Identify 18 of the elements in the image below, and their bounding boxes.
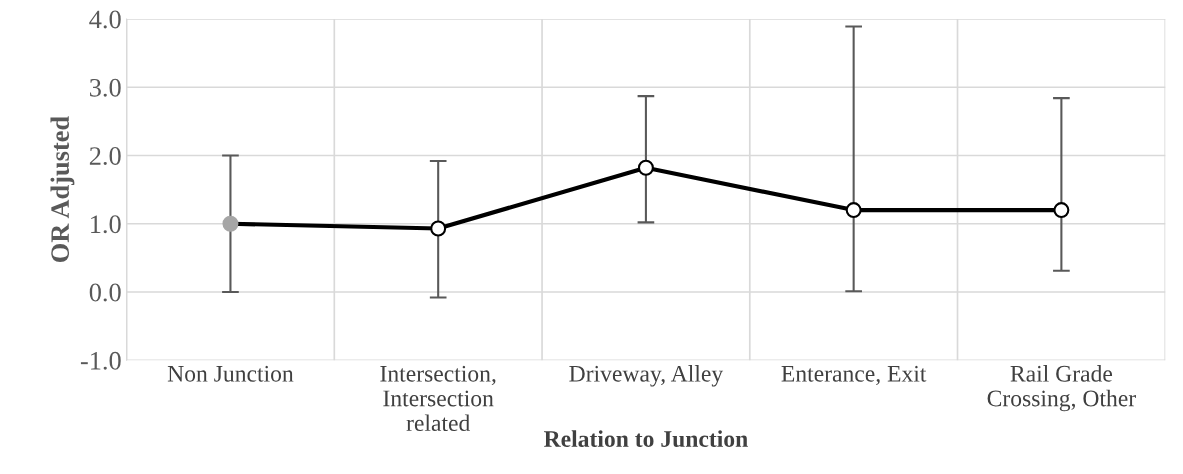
x-tick-label: Enterance, Exit bbox=[781, 365, 927, 386]
y-tick-label: 2.0 bbox=[89, 147, 121, 165]
y-tick-label: -1.0 bbox=[80, 351, 121, 370]
y-tick-label: 1.0 bbox=[91, 215, 121, 234]
x-axis-title: Relation to Junction bbox=[544, 430, 748, 448]
point bbox=[1053, 202, 1070, 219]
x-tick-label: Intersection, Intersection related bbox=[380, 365, 496, 432]
y-tick-label: 4.0 bbox=[89, 10, 121, 29]
y-tick-label: 0.0 bbox=[89, 283, 121, 302]
y-tick-label: 3.0 bbox=[90, 78, 121, 97]
point bbox=[222, 215, 239, 232]
point bbox=[637, 159, 654, 176]
point bbox=[430, 220, 447, 237]
x-tick-label: Driveway, Alley bbox=[569, 365, 724, 387]
x-tick-label: Non Junction bbox=[167, 365, 294, 382]
y-axis-title: OR Adjusted bbox=[50, 116, 75, 262]
point bbox=[845, 202, 862, 219]
x-tick-label: Rail Grade Crossing, Other bbox=[987, 365, 1136, 412]
